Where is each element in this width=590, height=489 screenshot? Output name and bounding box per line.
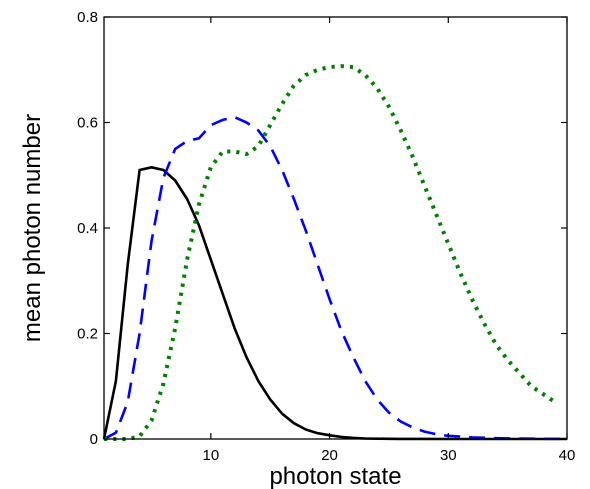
x-tick-label: 10 xyxy=(203,447,220,464)
x-tick-label: 20 xyxy=(321,447,338,464)
y-tick-label: 0.4 xyxy=(77,220,98,237)
y-tick-label: 0.8 xyxy=(77,9,98,26)
x-tick-label: 40 xyxy=(559,447,576,464)
y-tick-label: 0.6 xyxy=(77,115,98,132)
series-line-dashed xyxy=(103,115,568,441)
ticks-layer: 10 20 30 40 0 0.2 0.4 0.6 0.8 xyxy=(77,9,575,464)
series-line-dotted xyxy=(104,64,557,441)
y-tick-label: 0 xyxy=(90,431,98,448)
x-tick-label: 30 xyxy=(440,447,457,464)
y-tick-label: 0.2 xyxy=(77,326,98,343)
x-axis-label: photon state xyxy=(269,463,401,489)
plot-frame xyxy=(103,16,568,440)
y-axis-label: mean photon number xyxy=(19,114,46,342)
series-layer xyxy=(102,64,568,441)
series-line-solid xyxy=(102,166,567,441)
